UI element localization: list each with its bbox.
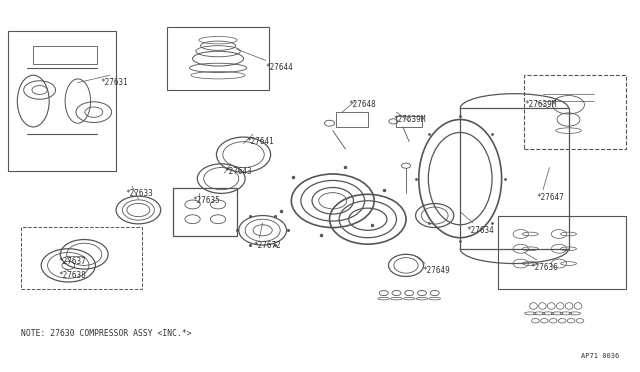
Bar (167, 27, 269, 90)
Text: *27637: *27637 (59, 257, 86, 266)
Bar (8, 31, 116, 171)
Bar (460, 109, 568, 249)
Text: *27641: *27641 (246, 137, 275, 146)
Text: AP71 0036: AP71 0036 (581, 353, 620, 359)
Bar (20, 227, 141, 289)
Text: *27647: *27647 (537, 193, 564, 202)
Text: *27635: *27635 (193, 196, 220, 205)
Text: *27636: *27636 (531, 263, 558, 272)
Bar (499, 215, 626, 289)
Bar (396, 116, 422, 127)
Bar (524, 75, 626, 149)
Bar (336, 112, 368, 127)
Text: *27639M: *27639M (524, 100, 556, 109)
Text: *27639M: *27639M (394, 115, 426, 124)
Text: *27648: *27648 (349, 100, 376, 109)
Text: NOTE: 27630 COMPRESSOR ASSY <INC.*>: NOTE: 27630 COMPRESSOR ASSY <INC.*> (20, 329, 191, 338)
Text: *27638: *27638 (59, 271, 86, 280)
Bar (33, 46, 97, 64)
Text: *27634: *27634 (467, 226, 494, 235)
Bar (173, 188, 237, 236)
Text: *27649: *27649 (422, 266, 450, 275)
Text: *27633: *27633 (125, 189, 154, 198)
Text: *27631: *27631 (100, 78, 128, 87)
Text: *27672: *27672 (253, 241, 281, 250)
Text: *27644: *27644 (266, 63, 294, 72)
Text: *27643: *27643 (225, 167, 252, 176)
